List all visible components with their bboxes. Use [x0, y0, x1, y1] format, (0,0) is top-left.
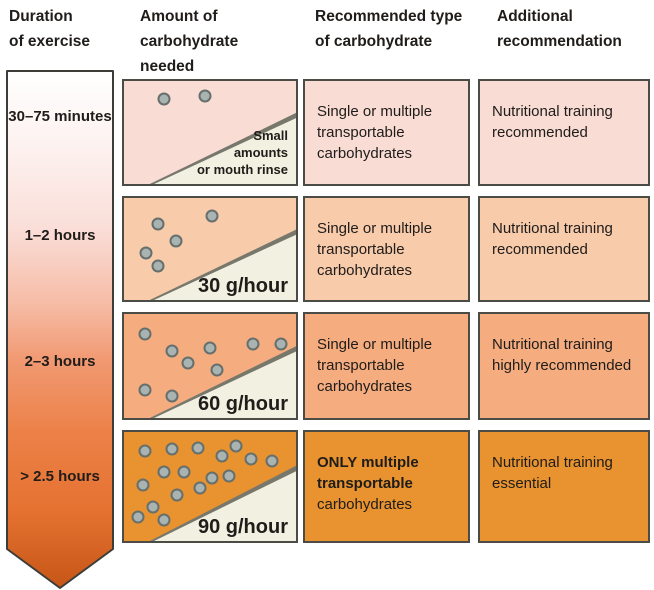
- carb-dot: [203, 341, 217, 355]
- duration-label: 30–75 minutes: [8, 108, 112, 125]
- duration-label: 1–2 hours: [24, 227, 96, 244]
- column-header-duration: Duration of exercise: [9, 8, 90, 50]
- carb-dot: [169, 234, 183, 248]
- duration-label: 2–3 hours: [24, 353, 96, 370]
- carb-dot: [139, 246, 153, 260]
- additional-text: Nutritional training essential: [492, 454, 613, 492]
- amount-box: 90 g/hour: [122, 430, 298, 543]
- additional-text: Nutritional training recommended: [492, 220, 613, 258]
- additional-text: Nutritional training highly recommended: [492, 336, 632, 374]
- carb-dot: [157, 465, 171, 479]
- carb-dot: [165, 442, 179, 456]
- duration-label: > 2.5 hours: [20, 468, 100, 485]
- carb-dots: [124, 314, 296, 418]
- carb-dot: [215, 449, 229, 463]
- carb-dot: [157, 513, 171, 527]
- amount-value: 30 g/hour: [197, 275, 288, 297]
- carb-dot: [205, 471, 219, 485]
- carb-dot: [138, 327, 152, 341]
- carb-dot: [244, 452, 258, 466]
- carb-dot: [165, 389, 179, 403]
- carb-dot: [181, 356, 195, 370]
- additional-box: Nutritional training recommended: [478, 79, 650, 186]
- carb-dot: [210, 363, 224, 377]
- type-text: Single or multiple transportable carbohy…: [317, 103, 433, 162]
- additional-text: Nutritional training recommended: [492, 103, 613, 141]
- carb-dot: [177, 465, 191, 479]
- type-box: ONLY multiple transportable carbohydrate…: [303, 430, 470, 543]
- carb-dots: [124, 432, 296, 541]
- carb-dot: [146, 500, 160, 514]
- additional-box: Nutritional training recommended: [478, 196, 650, 302]
- type-text: ONLY multiple transportable carbohydrate…: [317, 454, 419, 513]
- additional-box: Nutritional training highly recommended: [478, 312, 650, 420]
- carb-dot: [193, 481, 207, 495]
- carb-dot: [165, 344, 179, 358]
- carb-dot: [265, 454, 279, 468]
- carb-dot: [274, 337, 288, 351]
- type-text: Single or multiple transportable carbohy…: [317, 336, 433, 395]
- duration-arrow-shape: [6, 70, 114, 589]
- type-box: Single or multiple transportable carbohy…: [303, 312, 470, 420]
- carb-dots: [124, 198, 296, 300]
- carb-dot: [138, 383, 152, 397]
- carb-dot: [170, 488, 184, 502]
- carb-dot: [229, 439, 243, 453]
- amount-value: 60 g/hour: [197, 393, 288, 415]
- carb-dot: [151, 217, 165, 230]
- type-box: Single or multiple transportable carbohy…: [303, 196, 470, 302]
- type-text: Single or multiple transportable carbohy…: [317, 220, 433, 279]
- amount-box: 60 g/hour: [122, 312, 298, 420]
- carb-dot: [131, 510, 145, 524]
- carb-dot: [205, 209, 219, 223]
- carb-dot: [191, 441, 205, 455]
- amount-note: Small amounts or mouth rinse: [196, 128, 288, 178]
- amount-box: Small amounts or mouth rinse: [122, 79, 298, 186]
- carb-dot: [246, 337, 260, 351]
- carb-dot: [157, 92, 171, 105]
- carb-dot: [222, 469, 236, 483]
- carb-dots: [124, 81, 296, 184]
- column-header-additional: Additional recommendation: [497, 8, 622, 50]
- carb-dot: [138, 444, 152, 458]
- column-header-type: Recommended type of carbohydrate: [315, 8, 463, 50]
- amount-box: 30 g/hour: [122, 196, 298, 302]
- amount-value: 90 g/hour: [197, 516, 288, 538]
- additional-box: Nutritional training essential: [478, 430, 650, 543]
- carb-dot: [198, 89, 212, 103]
- type-box: Single or multiple transportable carbohy…: [303, 79, 470, 186]
- duration-arrow: [6, 70, 114, 589]
- carb-dot: [136, 478, 150, 492]
- carb-dot: [151, 259, 165, 273]
- column-header-amount: Amount of carbohydrate needed: [140, 8, 239, 75]
